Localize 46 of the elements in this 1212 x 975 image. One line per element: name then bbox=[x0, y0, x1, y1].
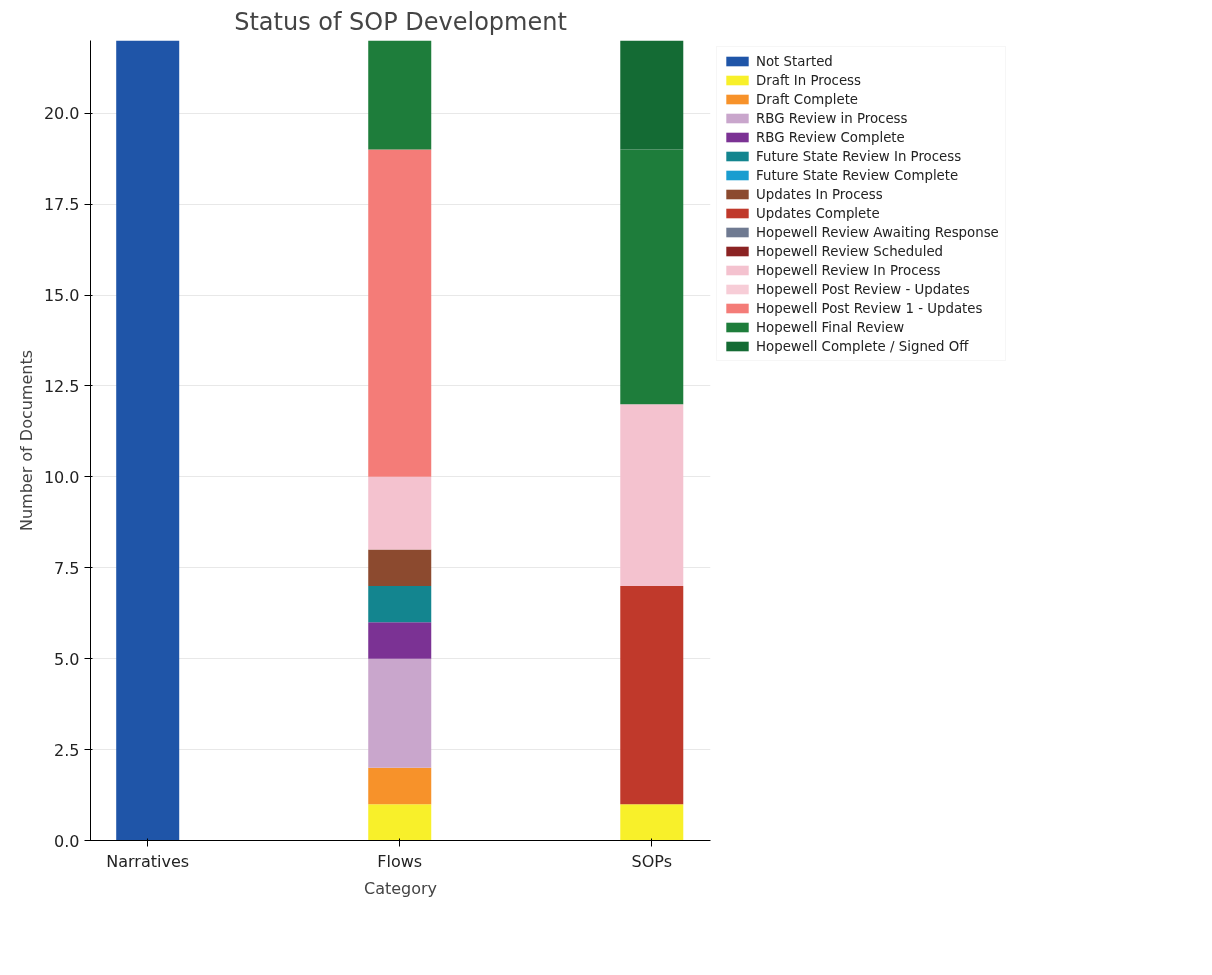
bar bbox=[368, 549, 432, 586]
legend-label: Hopewell Review In Process bbox=[756, 262, 941, 278]
x-axis-title: Category bbox=[363, 878, 438, 898]
x-tick-label: Flows bbox=[377, 851, 423, 871]
bar bbox=[620, 404, 684, 586]
bar bbox=[368, 476, 432, 550]
legend-label: Hopewell Complete / Signed Off bbox=[756, 338, 969, 354]
bar bbox=[620, 40, 684, 150]
bar bbox=[368, 585, 432, 623]
y-tick-label: 5.0 bbox=[54, 649, 80, 669]
legend-label: Hopewell Post Review 1 - Updates bbox=[756, 300, 983, 316]
y-tick-label: 2.5 bbox=[54, 740, 80, 760]
legend-label: Future State Review Complete bbox=[756, 167, 959, 183]
y-tick-label: 15.0 bbox=[43, 286, 80, 306]
bar bbox=[620, 149, 684, 405]
bar bbox=[620, 804, 684, 841]
x-tick-label: SOPs bbox=[631, 851, 672, 871]
legend-label: Draft Complete bbox=[756, 91, 859, 107]
y-axis-title: Number of Documents bbox=[16, 349, 36, 532]
x-tick-label: Narratives bbox=[106, 851, 190, 871]
bar bbox=[368, 804, 432, 841]
bar bbox=[368, 40, 432, 150]
legend-label: Hopewell Review Scheduled bbox=[756, 243, 944, 259]
bar bbox=[368, 767, 432, 805]
legend-label: RBG Review Complete bbox=[756, 129, 905, 145]
chart-title: Status of SOP Development bbox=[234, 7, 567, 36]
legend-label: Not Started bbox=[756, 53, 833, 69]
y-tick-label: 10.0 bbox=[43, 467, 80, 487]
y-tick-label: 12.5 bbox=[43, 376, 80, 396]
bar bbox=[368, 658, 432, 768]
legend-label: Future State Review In Process bbox=[756, 148, 962, 164]
bar bbox=[620, 585, 684, 805]
bar bbox=[368, 622, 432, 659]
y-tick-label: 0.0 bbox=[54, 831, 80, 851]
legend-label: Hopewell Final Review bbox=[756, 319, 905, 335]
legend-label: Hopewell Post Review - Updates bbox=[756, 281, 970, 297]
y-tick-label: 17.5 bbox=[43, 195, 80, 215]
legend-label: RBG Review in Process bbox=[756, 110, 908, 126]
legend-label: Draft In Process bbox=[756, 72, 862, 88]
bar bbox=[368, 149, 432, 477]
bar bbox=[116, 40, 180, 841]
legend-label: Hopewell Review Awaiting Response bbox=[756, 224, 999, 240]
legend-label: Updates In Process bbox=[756, 186, 883, 202]
y-tick-label: 20.0 bbox=[43, 104, 80, 124]
legend-label: Updates Complete bbox=[756, 205, 880, 221]
y-tick-label: 7.5 bbox=[54, 558, 80, 578]
